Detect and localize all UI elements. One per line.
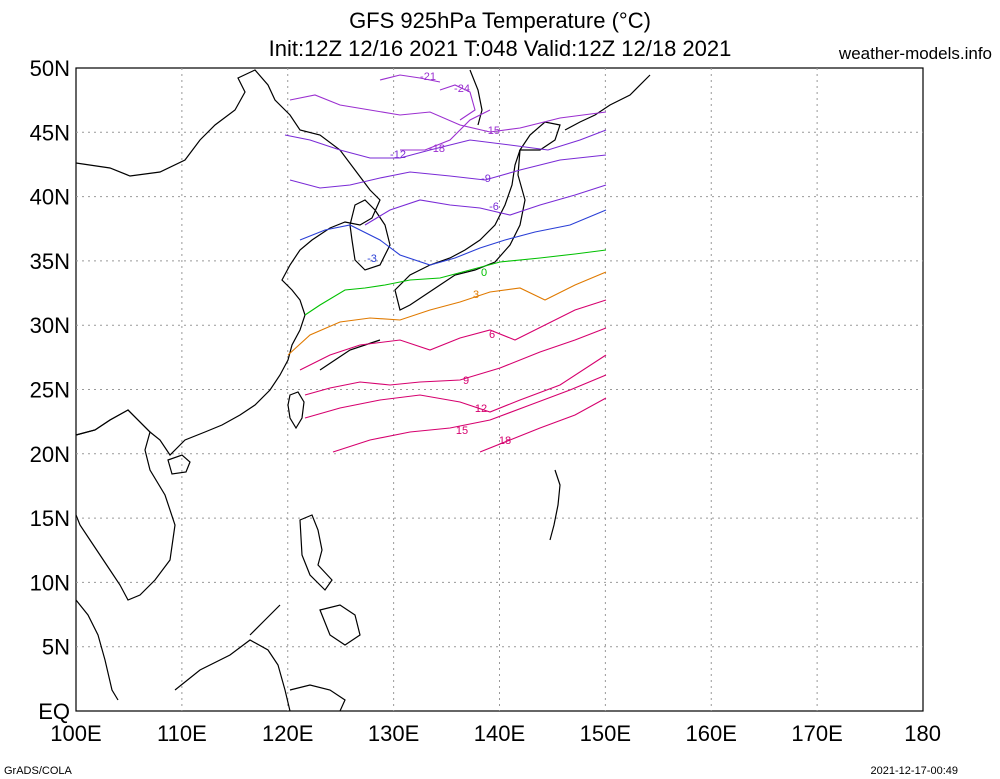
contour-label: -18 [429,143,445,155]
contour-line [364,184,607,226]
lat-tick-label: EQ [38,699,70,724]
coastlines [75,69,651,712]
contour-label: -24 [454,83,470,95]
contour-line [304,327,607,396]
coast-mindanao [319,604,361,646]
contour-label: -3 [367,253,377,265]
lon-tick-label: 130E [368,721,419,746]
lon-tick-label: 170E [791,721,842,746]
temperature-contours: 18 15 12 9 6 30 -3 -6 -9 -12 -15 -18 -21 -24 [284,71,607,453]
contour-label: -15 [484,125,500,137]
footer-grads: GrADS/COLA [4,765,72,777]
contour-label: -9 [481,173,491,185]
coast-malay [75,599,119,701]
lat-tick-label: 35N [30,249,70,274]
contour-line [289,94,607,133]
lat-tick-label: 40N [30,185,70,210]
chart-subtitle: Init:12Z 12/16 2021 T:048 Valid:12Z 12/1… [268,36,732,61]
lon-tick-label: 160E [686,721,737,746]
lon-tick-label: 140E [474,721,525,746]
contour-line [304,354,607,419]
lon-tick-label: 150E [580,721,631,746]
coast-hainan [167,454,191,475]
coast-hokkaido [518,121,561,151]
contour-line [299,209,607,266]
lat-tick-label: 25N [30,378,70,403]
contour-label: 12 [475,403,487,415]
lon-tick-label: 100E [50,721,101,746]
lat-tick-label: 50N [30,56,70,81]
footer-timestamp: 2021-12-17-00:49 [870,765,958,777]
coast-palawan [249,604,281,636]
gridlines [76,68,923,711]
coast-mariana [549,469,561,541]
contour-line [479,397,607,453]
contour-line [289,154,607,189]
lat-tick-label: 10N [30,570,70,595]
contour-line [287,271,607,356]
coast-mainland [75,69,381,456]
contour-line [299,299,607,371]
contour-line [284,129,607,159]
contour-line [379,74,441,83]
contour-label: 3 [473,289,479,301]
contour-label: -12 [390,149,406,161]
site-credit: weather-models.info [838,44,992,63]
contour-line [439,84,476,121]
lat-tick-label: 5N [42,635,70,660]
contour-line [400,109,491,151]
coast-japan [394,149,526,311]
coast-sulawesi [289,684,346,712]
lat-tick-label: 15N [30,506,70,531]
coast-korea [349,199,391,271]
contour-label: -6 [489,201,499,213]
lat-tick-label: 45N [30,120,70,145]
chart-title: GFS 925hPa Temperature (°C) [349,8,651,33]
contour-line [304,249,607,316]
coast-borneo [174,639,291,712]
contour-label: 18 [499,435,511,447]
contour-label: 9 [463,375,469,387]
contour-label: -21 [420,71,436,83]
lon-tick-label: 180 [904,721,941,746]
lat-tick-label: 30N [30,313,70,338]
coast-taiwan [287,391,305,430]
lon-tick-label: 120E [262,721,313,746]
coast-indochina [75,409,176,601]
contour-label: 0 [481,267,487,279]
lon-tick-label: 110E [157,721,207,746]
contour-line [332,374,607,453]
contour-label: 15 [456,425,468,437]
contour-label: 6 [489,329,495,341]
coast-luzon [299,514,333,591]
coast-kuriles [564,74,651,131]
lat-tick-label: 20N [30,442,70,467]
coast-sakhalin [469,69,483,126]
